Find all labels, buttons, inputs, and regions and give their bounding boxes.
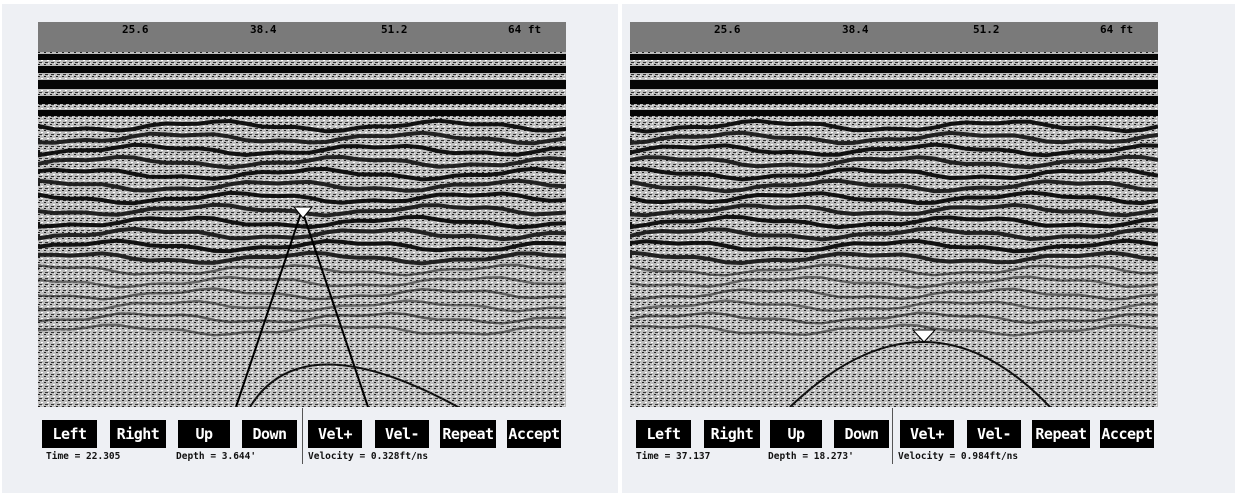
fit-line-left — [235, 209, 303, 407]
accept-button[interactable]: Accept — [507, 420, 561, 448]
bands-right — [630, 54, 1158, 337]
divider — [892, 408, 893, 464]
up-button[interactable]: Up — [770, 420, 822, 448]
velocity-readout: Velocity = 0.984ft/ns — [898, 451, 1019, 462]
scale-label: 64 ft — [1100, 23, 1133, 36]
divider — [302, 408, 303, 464]
toolbar-right: Left Right Up Down Vel+ Vel- Repeat Acce… — [636, 420, 1161, 450]
scale-marks-left: 25.6 38.4 51.2 64 ft — [122, 23, 541, 36]
scale-label: 25.6 — [714, 23, 741, 36]
radargram-image-right: 25.6 38.4 51.2 64 ft — [630, 22, 1158, 407]
radargram-image-left: 25.6 38.4 51.2 64 ft — [38, 22, 566, 407]
repeat-button[interactable]: Repeat — [440, 420, 496, 448]
depth-readout: Depth = 3.644' — [176, 451, 257, 462]
cursor-triangle-icon[interactable] — [292, 206, 314, 219]
right-button[interactable]: Right — [110, 420, 166, 448]
scale-label: 51.2 — [973, 23, 1000, 36]
up-button[interactable]: Up — [178, 420, 230, 448]
vel-minus-button[interactable]: Vel- — [375, 420, 429, 448]
accept-button[interactable]: Accept — [1100, 420, 1154, 448]
depth-readout: Depth = 18.273' — [768, 451, 854, 462]
scale-label: 38.4 — [842, 23, 869, 36]
scale-label: 38.4 — [250, 23, 277, 36]
scale-label: 64 ft — [508, 23, 541, 36]
fit-line-right — [301, 209, 369, 407]
velocity-readout: Velocity = 0.328ft/ns — [308, 451, 429, 462]
left-button[interactable]: Left — [42, 420, 97, 448]
right-button[interactable]: Right — [704, 420, 760, 448]
time-readout: Time = 37.137 — [636, 451, 711, 462]
scale-marks-right: 25.6 38.4 51.2 64 ft — [714, 23, 1133, 36]
repeat-button[interactable]: Repeat — [1032, 420, 1090, 448]
hyperbola — [789, 341, 1051, 407]
vel-plus-button[interactable]: Vel+ — [900, 420, 954, 448]
bands-left — [38, 54, 566, 337]
radargram-left[interactable]: 25.6 38.4 51.2 64 ft — [38, 22, 566, 407]
left-button[interactable]: Left — [636, 420, 691, 448]
left-panel: 25.6 38.4 51.2 64 ft Left Right Up Down … — [2, 4, 618, 493]
scale-label: 25.6 — [122, 23, 149, 36]
down-button[interactable]: Down — [242, 420, 297, 448]
radargram-right[interactable]: 25.6 38.4 51.2 64 ft — [630, 22, 1158, 407]
hyperbola — [249, 363, 459, 407]
down-button[interactable]: Down — [834, 420, 889, 448]
cursor-triangle-icon[interactable] — [911, 329, 937, 343]
vel-plus-button[interactable]: Vel+ — [308, 420, 362, 448]
toolbar-left: Left Right Up Down Vel+ Vel- Repeat Acce… — [42, 420, 567, 450]
vel-minus-button[interactable]: Vel- — [967, 420, 1021, 448]
right-panel: 25.6 38.4 51.2 64 ft Left Right Up Down … — [622, 4, 1235, 493]
scale-label: 51.2 — [381, 23, 408, 36]
time-readout: Time = 22.305 — [46, 451, 121, 462]
